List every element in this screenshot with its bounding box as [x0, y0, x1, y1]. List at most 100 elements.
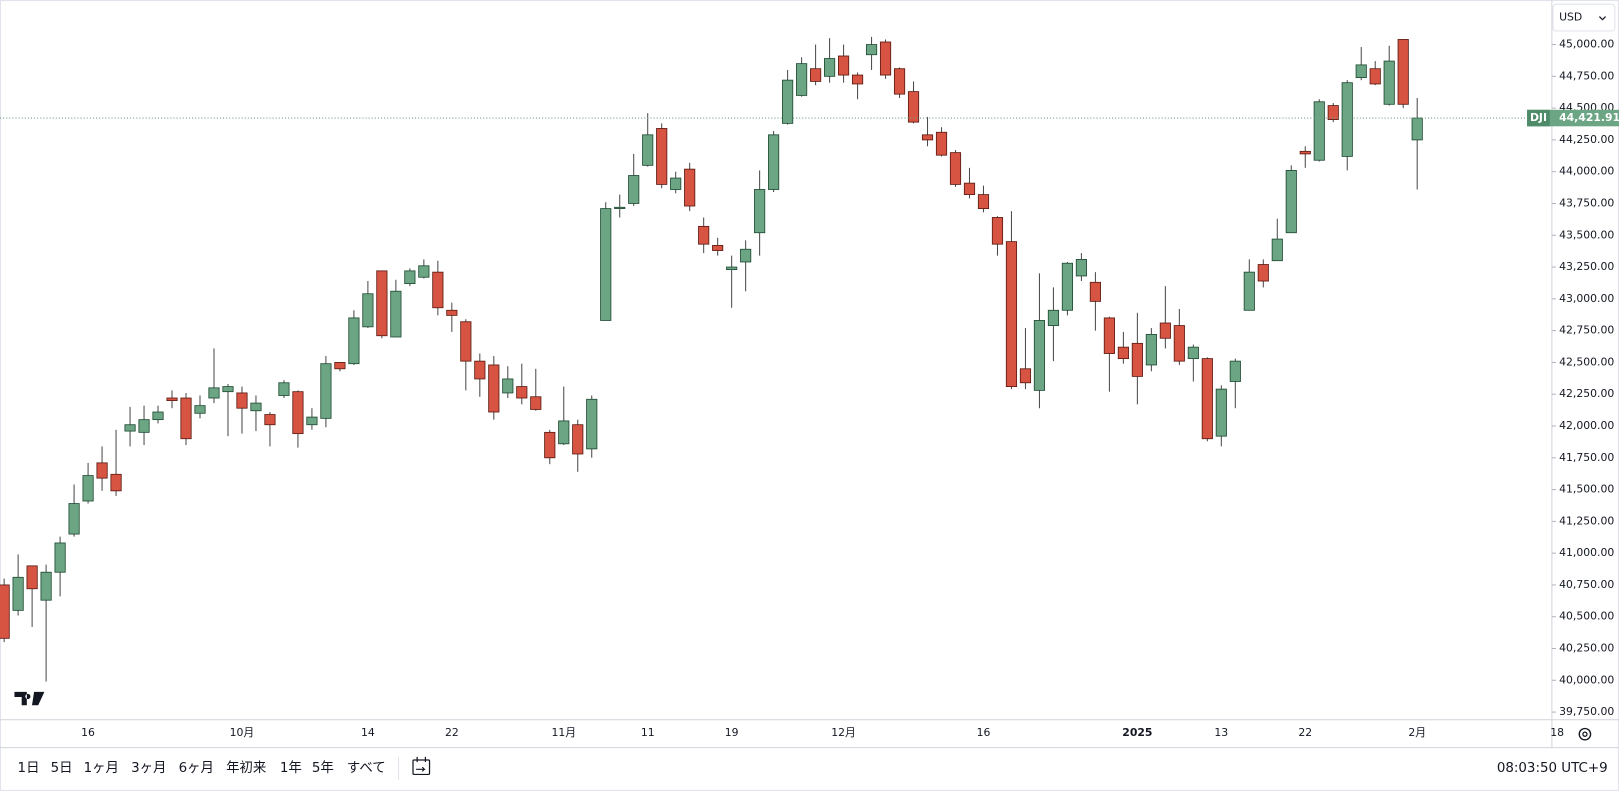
candle-body	[82, 475, 94, 502]
candle-body	[1145, 334, 1157, 366]
gear[interactable]	[1578, 727, 1592, 741]
y-tick-label: 41,250.00	[1559, 514, 1614, 527]
candle-body	[837, 55, 850, 76]
currency-select[interactable]: USD	[1552, 3, 1616, 32]
y-tick-label: 44,750.00	[1559, 69, 1614, 82]
candle-body	[376, 270, 388, 337]
candle-body	[572, 424, 584, 455]
range-button[interactable]: 1ヶ月	[84, 761, 119, 776]
range-button[interactable]: すべて	[347, 760, 386, 776]
axes: 45,000.0044,750.0044,500.0044,250.0044,0…	[81, 38, 1619, 739]
candle-body	[96, 462, 108, 479]
gear-hub	[1582, 731, 1588, 737]
calendar-arrow	[416, 766, 426, 772]
candle-body	[124, 424, 136, 432]
candle-body	[1257, 264, 1269, 282]
currency-label[interactable]: USD	[1559, 11, 1582, 24]
candle-body	[712, 245, 724, 251]
y-tick-label: 44,250.00	[1559, 133, 1614, 146]
candle-body	[949, 152, 962, 185]
y-tick-label: 40,250.00	[1559, 642, 1614, 655]
candle-body	[768, 134, 780, 190]
candle-body	[684, 168, 696, 207]
y-tick-label: 45,000.00	[1559, 38, 1614, 51]
candle-body	[306, 416, 318, 426]
candle-body	[166, 397, 178, 401]
y-tick-label: 43,500.00	[1559, 228, 1614, 241]
candle-body	[1229, 360, 1241, 382]
candle-body	[432, 271, 444, 309]
settings[interactable]	[1578, 727, 1592, 741]
candle-body	[558, 420, 570, 445]
candle-body	[670, 177, 682, 190]
candle-body	[236, 392, 248, 409]
y-tick-label: 44,000.00	[1559, 165, 1614, 178]
candle-body	[446, 309, 458, 316]
range-button[interactable]: 1年	[280, 760, 302, 776]
y-tick-label: 43,250.00	[1559, 260, 1614, 273]
candle-body	[180, 397, 192, 440]
date-range-button[interactable]	[412, 756, 431, 776]
range-button[interactable]: 1日	[18, 761, 40, 776]
range-button[interactable]: 年初来	[226, 760, 266, 776]
candle-body	[1159, 322, 1171, 339]
calendar-icon[interactable]	[412, 759, 431, 776]
candle-body	[656, 128, 668, 185]
candle-body	[614, 206, 626, 209]
candle-body	[208, 387, 220, 399]
candle-body	[26, 565, 38, 590]
candle-body	[544, 431, 556, 459]
candle-body	[851, 74, 864, 85]
candle-body	[488, 364, 500, 413]
x-tick-label: 11月	[551, 726, 576, 739]
candle-body	[1313, 101, 1325, 161]
candle-body	[642, 134, 654, 166]
candle-body	[1271, 238, 1283, 262]
candle-body	[40, 571, 52, 601]
candle-body	[740, 248, 752, 263]
logo	[14, 691, 45, 706]
candle-body	[865, 44, 878, 56]
candle-body	[1369, 68, 1381, 85]
candle-body	[1019, 368, 1032, 384]
x-tick-label: 19	[725, 726, 739, 739]
x-tick-label: 16	[977, 726, 991, 739]
candle-body	[12, 576, 24, 611]
candle-body	[698, 225, 710, 245]
x-tick-label: 11	[641, 726, 655, 739]
candle-body	[1341, 82, 1353, 157]
x-tick-label: 12月	[831, 726, 856, 739]
candle-body	[502, 378, 514, 394]
range-button[interactable]: 5日	[51, 761, 73, 776]
candle-body	[810, 68, 822, 82]
candle-body	[1103, 317, 1115, 354]
candle-body	[754, 189, 766, 234]
candle-body	[138, 419, 150, 433]
candle-body	[1215, 388, 1227, 437]
clock[interactable]: 08:03:50 UTC+9	[1497, 761, 1608, 776]
symbol-label: DJI	[1530, 111, 1547, 124]
x-tick-label: 10月	[230, 726, 255, 739]
y-tick-label: 41,500.00	[1559, 483, 1614, 496]
candle-body	[1285, 170, 1297, 234]
currency-box[interactable]	[1552, 3, 1616, 32]
range-button[interactable]: 5年	[312, 760, 334, 776]
range-button[interactable]: 3ヶ月	[131, 761, 166, 776]
candle-body	[460, 321, 472, 362]
candle-body	[278, 382, 290, 396]
candle-body	[726, 266, 738, 271]
candle-body	[1033, 320, 1046, 391]
candle-body	[1383, 60, 1395, 105]
y-tick-label: 42,250.00	[1559, 387, 1614, 400]
candle-body	[68, 503, 80, 535]
logo-mark	[14, 691, 45, 706]
candle-body	[292, 391, 304, 435]
plot-area	[0, 36, 1552, 682]
candle-body	[977, 194, 990, 209]
candle-body	[110, 473, 122, 492]
range-button[interactable]: 6ヶ月	[179, 761, 214, 776]
candle-body	[264, 414, 276, 426]
candle-body	[0, 584, 10, 639]
y-tick-label: 42,000.00	[1559, 419, 1614, 432]
